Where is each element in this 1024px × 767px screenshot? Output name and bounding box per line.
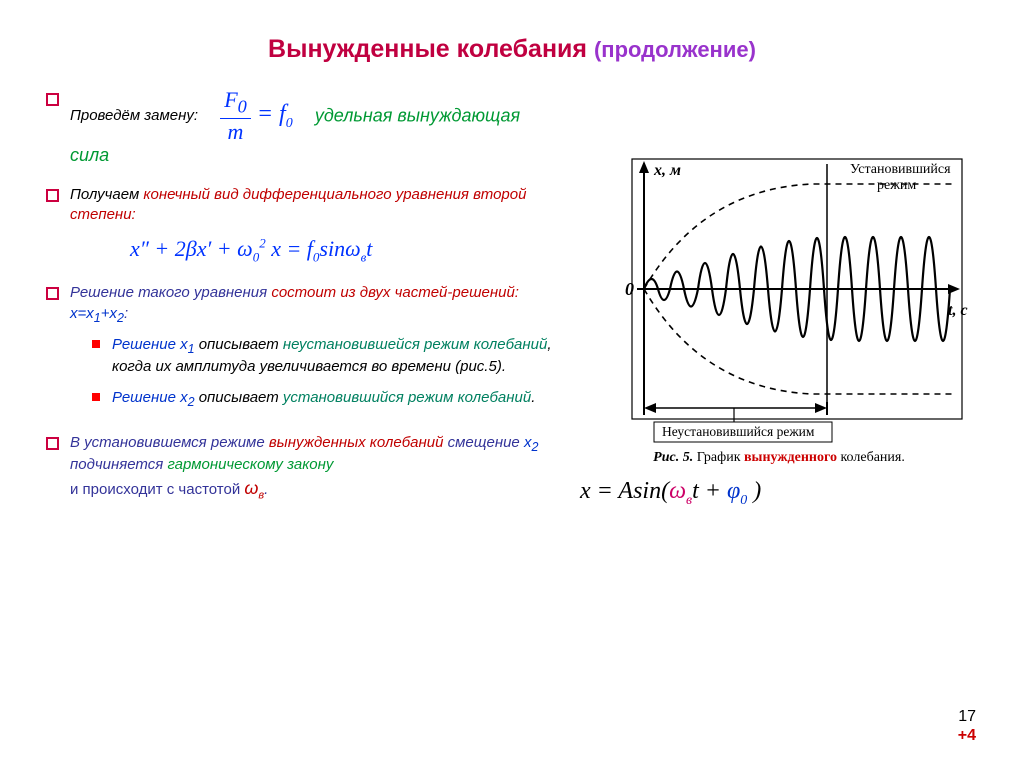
formula-f0-over-m: F0 m = f0 <box>220 89 293 143</box>
s2-d: . <box>531 389 535 406</box>
b4-g: и происходит с частотой <box>70 481 244 498</box>
bullet-list: Проведём замену: F0 m = f0 удельная выну… <box>40 89 564 503</box>
bullet-1-text: Проведём замену: <box>70 107 198 124</box>
frac-num: F <box>224 87 237 112</box>
b4-b: вынужденных колебаний <box>269 434 444 451</box>
frac-eq-sub: 0 <box>286 116 293 131</box>
s1-c: неустановившейся режим колебаний <box>283 336 547 353</box>
frac-num-sub: 0 <box>238 96 247 116</box>
sub-bullet-x1: Решение x1 описывает неустановившейся ре… <box>70 335 564 378</box>
bullet-steady-state: В установившемся режиме вынужденных коле… <box>40 433 564 504</box>
harm-omega: ωв <box>669 478 692 504</box>
steady-label-1: Установившийся <box>850 162 951 177</box>
b3-p2: состоит из двух частей-решений: <box>271 284 519 301</box>
oscillation-graph: x, м t, с 0 Установившийся режим <box>582 149 977 444</box>
right-column: x, м t, с 0 Установившийся режим <box>574 149 984 509</box>
frac-eq: = f <box>257 101 286 127</box>
plus-count: +4 <box>958 726 976 745</box>
harmonic-formula: x = Asin(ωвt + φ0 ) <box>574 478 984 509</box>
fig-mid: График <box>693 450 744 465</box>
page-title: Вынужденные колебания (продолжение) <box>40 35 984 64</box>
page-number: 17 <box>958 707 976 726</box>
s2-b: описывает <box>195 389 283 406</box>
s2-c: установившийся режим колебаний <box>283 389 531 406</box>
harm-post: ) <box>747 478 761 504</box>
bullet-diff-eq: Получаем конечный вид дифференциального … <box>40 185 564 265</box>
bullet-substitution: Проведём замену: F0 m = f0 удельная выну… <box>40 89 564 167</box>
x-axis-label: t, с <box>948 302 968 319</box>
harm-mid: t + <box>692 478 727 504</box>
b4-i: . <box>264 481 268 498</box>
harm-phi: φ0 <box>727 478 747 504</box>
s2-a: Решение x2 <box>112 389 195 406</box>
title-main: Вынужденные колебания <box>268 35 587 63</box>
b3-p5: : <box>124 305 128 322</box>
fig-num: Рис. 5. <box>653 450 693 465</box>
b3-p3: x=x1+x2 <box>70 305 124 322</box>
bullet-solution: Решение такого уравнения состоит из двух… <box>40 283 564 410</box>
s1-b: описывает <box>195 336 283 353</box>
b4-e: подчиняется <box>70 456 167 473</box>
transient-label: Неустановившийся режим <box>662 424 815 439</box>
figure-caption: Рис. 5. График вынужденного колебания. <box>574 450 984 466</box>
left-column: Проведём замену: F0 m = f0 удельная выну… <box>40 89 574 521</box>
b4-d: x2 <box>524 434 538 451</box>
origin-label: 0 <box>625 279 634 299</box>
differential-equation: x″ + 2βx′ + ω02 x = f0sinωвt <box>130 234 564 266</box>
b2-pre: Получаем <box>70 186 143 203</box>
b3-p1: Решение такого уравнения <box>70 284 271 301</box>
slide: Вынужденные колебания (продолжение) Пров… <box>0 0 1024 767</box>
title-sub: (продолжение) <box>594 37 756 62</box>
steady-label-2: режим <box>877 178 916 193</box>
fig-post: колебания. <box>837 450 905 465</box>
frac-den: m <box>228 119 244 143</box>
fig-red: вынужденного <box>744 450 837 465</box>
sub-bullet-list: Решение x1 описывает неустановившейся ре… <box>70 335 564 411</box>
s1-a: Решение x1 <box>112 336 195 353</box>
b4-c: смещение <box>443 434 524 451</box>
b4-f: гармоническому закону <box>167 456 333 473</box>
b4-h: ωв <box>244 478 264 498</box>
sub-bullet-x2: Решение x2 описывает установившийся режи… <box>70 388 564 411</box>
harm-pre: x = Asin( <box>580 478 669 504</box>
content: Проведём замену: F0 m = f0 удельная выну… <box>40 89 984 521</box>
footer: 17 +4 <box>958 707 976 745</box>
b4-a: В установившемся режиме <box>70 434 269 451</box>
y-axis-label: x, м <box>653 162 681 179</box>
